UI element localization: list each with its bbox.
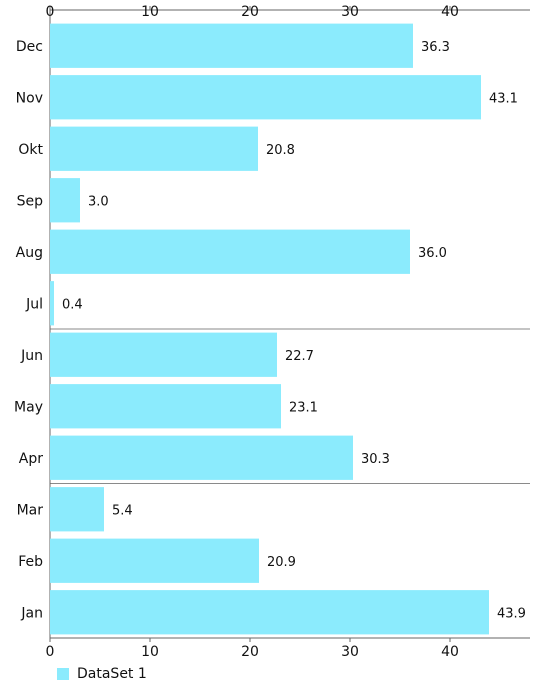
category-label: Mar <box>17 502 44 518</box>
x-tick-label-bottom: 0 <box>46 644 55 660</box>
legend: DataSet 1 <box>57 666 147 682</box>
category-label: Nov <box>16 90 43 106</box>
value-label: 20.8 <box>266 143 295 158</box>
category-label: Jun <box>20 348 43 364</box>
bar <box>50 332 277 377</box>
value-label: 20.9 <box>267 555 296 570</box>
value-label: 5.4 <box>112 503 133 518</box>
category-label: Sep <box>17 193 44 209</box>
value-label: 30.3 <box>361 452 390 467</box>
bar <box>50 23 413 68</box>
x-tick-label-top: 20 <box>241 4 259 20</box>
category-label: Apr <box>19 451 43 467</box>
legend-swatch <box>57 668 69 680</box>
bar <box>50 281 54 326</box>
x-tick-label-top: 0 <box>46 4 55 20</box>
category-label: Aug <box>16 245 43 261</box>
bar <box>50 178 80 223</box>
bar <box>50 126 258 171</box>
value-label: 22.7 <box>285 349 314 364</box>
x-tick-label-top: 10 <box>141 4 159 20</box>
bar <box>50 229 410 274</box>
value-label: 0.4 <box>62 297 83 312</box>
value-label: 36.0 <box>418 246 447 261</box>
category-label: Feb <box>18 554 43 570</box>
x-tick-label-bottom: 20 <box>241 644 259 660</box>
bar <box>50 487 104 532</box>
value-label: 23.1 <box>289 400 318 415</box>
bar <box>50 75 481 120</box>
category-label: May <box>14 399 43 415</box>
value-label: 36.3 <box>421 40 450 55</box>
x-tick-label-bottom: 30 <box>341 644 359 660</box>
bar <box>50 590 489 635</box>
x-tick-label-bottom: 10 <box>141 644 159 660</box>
category-label: Dec <box>16 39 43 55</box>
legend-label: DataSet 1 <box>77 666 147 682</box>
value-label: 43.1 <box>489 91 518 106</box>
value-label: 3.0 <box>88 194 109 209</box>
bar <box>50 384 281 429</box>
x-tick-label-top: 40 <box>441 4 459 20</box>
x-tick-label-top: 30 <box>341 4 359 20</box>
value-label: 43.9 <box>497 606 526 621</box>
bar <box>50 435 353 480</box>
category-label: Jan <box>20 605 43 621</box>
category-label: Jul <box>25 296 43 312</box>
category-label: Okt <box>18 142 43 158</box>
x-tick-label-bottom: 40 <box>441 644 459 660</box>
bar <box>50 538 259 583</box>
